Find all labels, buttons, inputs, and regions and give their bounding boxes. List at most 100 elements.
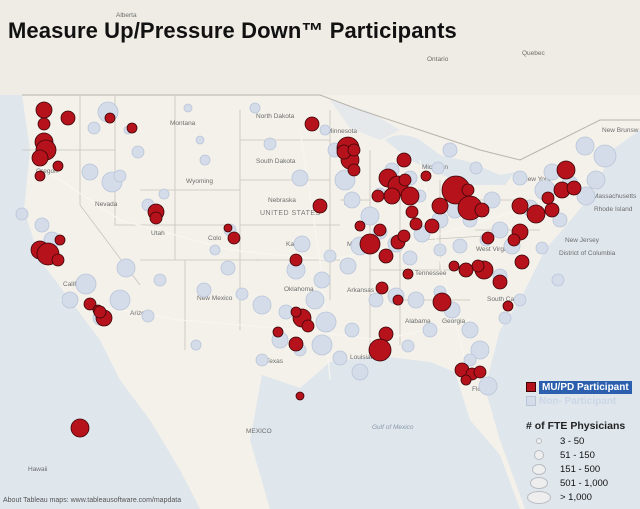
participant-marker[interactable]	[431, 197, 449, 215]
non-participant-marker[interactable]	[586, 170, 606, 190]
participant-marker[interactable]	[392, 294, 404, 306]
non-participant-marker[interactable]	[593, 144, 617, 168]
non-participant-marker[interactable]	[15, 207, 29, 221]
non-participant-marker[interactable]	[252, 295, 272, 315]
participant-marker[interactable]	[481, 231, 495, 245]
participant-marker[interactable]	[272, 326, 284, 338]
participant-marker[interactable]	[473, 365, 487, 379]
non-participant-marker[interactable]	[293, 235, 311, 253]
participant-marker[interactable]	[34, 170, 46, 182]
non-participant-marker[interactable]	[401, 339, 415, 353]
participant-marker[interactable]	[400, 186, 420, 206]
participant-marker[interactable]	[432, 292, 452, 312]
non-participant-marker[interactable]	[153, 273, 167, 287]
non-participant-marker[interactable]	[141, 309, 155, 323]
legend-item-participant[interactable]: MU/PD Participant	[526, 380, 638, 394]
non-participant-marker[interactable]	[535, 241, 549, 255]
non-participant-marker[interactable]	[263, 137, 277, 151]
participant-marker[interactable]	[312, 198, 328, 214]
participant-marker[interactable]	[93, 305, 107, 319]
participant-marker[interactable]	[354, 220, 366, 232]
non-participant-marker[interactable]	[551, 273, 565, 287]
participant-marker[interactable]	[511, 197, 529, 215]
participant-marker[interactable]	[288, 336, 304, 352]
non-participant-marker[interactable]	[491, 221, 509, 239]
non-participant-marker[interactable]	[452, 238, 468, 254]
participant-marker[interactable]	[304, 116, 320, 132]
participant-marker[interactable]	[37, 117, 51, 131]
non-participant-marker[interactable]	[483, 191, 501, 209]
participant-marker[interactable]	[54, 234, 66, 246]
non-participant-marker[interactable]	[209, 244, 221, 256]
non-participant-marker[interactable]	[513, 293, 527, 307]
non-participant-marker[interactable]	[311, 334, 333, 356]
non-participant-marker[interactable]	[313, 271, 331, 289]
non-participant-marker[interactable]	[339, 257, 357, 275]
non-participant-marker[interactable]	[360, 206, 380, 226]
participant-marker[interactable]	[471, 259, 485, 273]
participant-marker[interactable]	[424, 218, 440, 234]
participant-marker[interactable]	[502, 300, 514, 312]
participant-marker[interactable]	[398, 173, 412, 187]
non-participant-marker[interactable]	[291, 169, 309, 187]
participant-marker[interactable]	[83, 297, 97, 311]
participant-marker[interactable]	[566, 180, 582, 196]
non-participant-marker[interactable]	[87, 121, 101, 135]
non-participant-marker[interactable]	[61, 291, 79, 309]
non-participant-marker[interactable]	[433, 243, 447, 257]
non-participant-marker[interactable]	[305, 290, 325, 310]
participant-marker[interactable]	[368, 338, 392, 362]
participant-marker[interactable]	[402, 268, 414, 280]
participant-marker[interactable]	[70, 418, 90, 438]
non-participant-marker[interactable]	[478, 376, 498, 396]
non-participant-marker[interactable]	[461, 321, 479, 339]
legend-item-non-participant[interactable]: Non- Participant	[526, 394, 638, 408]
participant-marker[interactable]	[507, 233, 521, 247]
participant-marker[interactable]	[458, 262, 474, 278]
participant-marker[interactable]	[60, 110, 76, 126]
participant-marker[interactable]	[223, 223, 233, 233]
participant-marker[interactable]	[35, 101, 53, 119]
participant-marker[interactable]	[409, 217, 423, 231]
non-participant-marker[interactable]	[422, 322, 438, 338]
participant-marker[interactable]	[514, 254, 530, 270]
participant-marker[interactable]	[541, 191, 555, 205]
participant-marker[interactable]	[301, 319, 315, 333]
non-participant-marker[interactable]	[113, 169, 127, 183]
participant-marker[interactable]	[474, 202, 490, 218]
non-participant-marker[interactable]	[343, 191, 361, 209]
non-participant-marker[interactable]	[463, 353, 477, 367]
participant-marker[interactable]	[31, 149, 49, 167]
non-participant-marker[interactable]	[498, 311, 512, 325]
non-participant-marker[interactable]	[575, 136, 595, 156]
participant-marker[interactable]	[347, 163, 361, 177]
non-participant-marker[interactable]	[469, 161, 483, 175]
participant-marker[interactable]	[556, 160, 576, 180]
non-participant-marker[interactable]	[190, 339, 202, 351]
participant-marker[interactable]	[492, 274, 508, 290]
non-participant-marker[interactable]	[235, 287, 249, 301]
non-participant-marker[interactable]	[351, 363, 369, 381]
non-participant-marker[interactable]	[34, 217, 50, 233]
non-participant-marker[interactable]	[249, 102, 261, 114]
non-participant-marker[interactable]	[552, 212, 568, 228]
participant-marker[interactable]	[52, 160, 64, 172]
non-participant-marker[interactable]	[470, 340, 490, 360]
participant-marker[interactable]	[375, 281, 389, 295]
non-participant-marker[interactable]	[431, 161, 445, 175]
non-participant-marker[interactable]	[255, 353, 269, 367]
participant-marker[interactable]	[149, 211, 163, 225]
participant-marker[interactable]	[397, 229, 411, 243]
participant-marker[interactable]	[526, 204, 546, 224]
participant-marker[interactable]	[371, 189, 385, 203]
participant-marker[interactable]	[396, 152, 412, 168]
participant-marker[interactable]	[420, 170, 432, 182]
non-participant-marker[interactable]	[196, 282, 212, 298]
non-participant-marker[interactable]	[319, 124, 331, 136]
non-participant-marker[interactable]	[75, 273, 97, 295]
participant-marker[interactable]	[104, 112, 116, 124]
non-participant-marker[interactable]	[576, 186, 596, 206]
participant-marker[interactable]	[383, 187, 401, 205]
non-participant-marker[interactable]	[344, 322, 360, 338]
